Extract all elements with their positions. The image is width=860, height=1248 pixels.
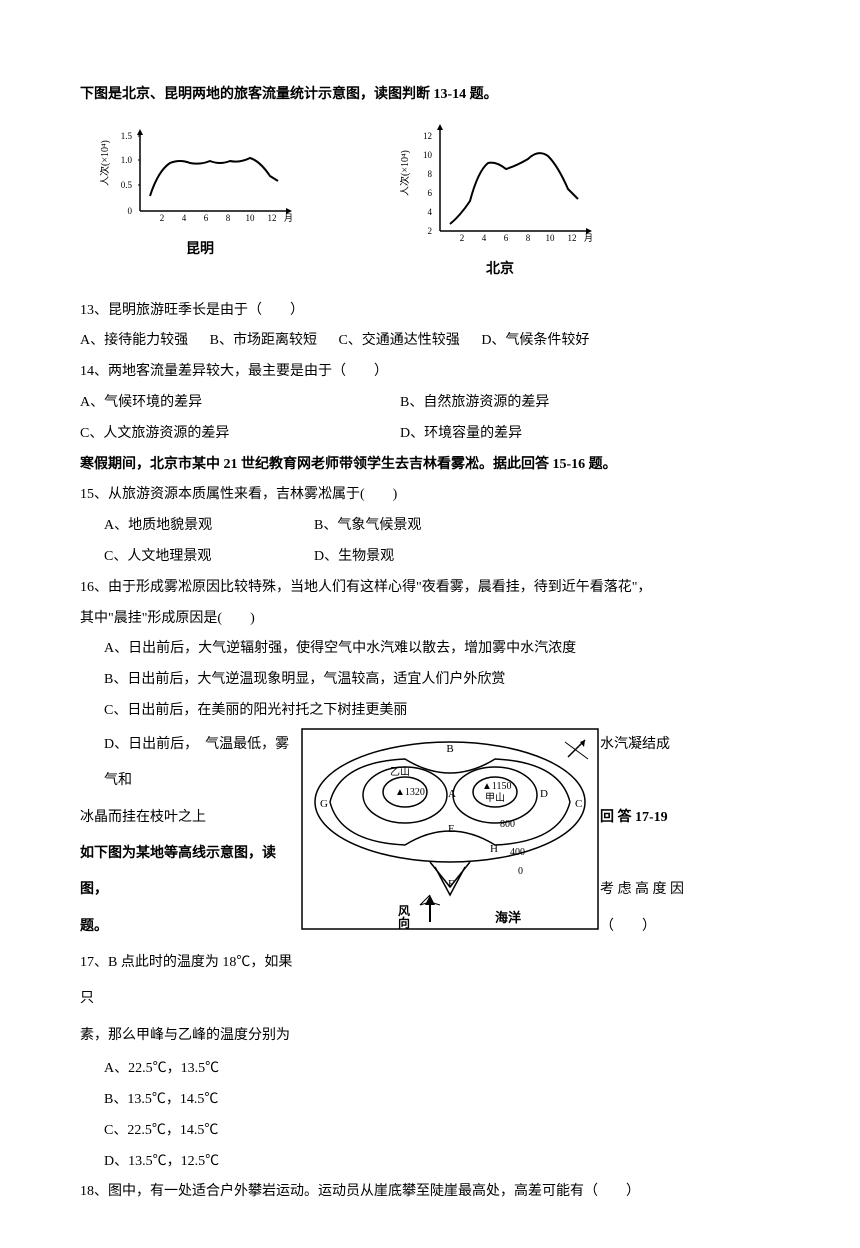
svg-text:向: 向: [398, 915, 410, 930]
q16-stem-l2: 其中"晨挂"形成原因是( ): [80, 604, 780, 635]
svg-text:人次(×10⁴): 人次(×10⁴): [100, 140, 111, 186]
svg-text:4: 4: [182, 213, 187, 223]
q15-stem: 15、从旅游资源本质属性来看，吉林雾凇属于( ): [80, 480, 780, 511]
q16-opt-d-right: 水汽凝结成: [600, 727, 775, 763]
q15-opt-c: C、人文地理景观: [104, 542, 314, 573]
svg-text:0: 0: [128, 206, 133, 216]
intro-17-19-l2: 题。: [80, 909, 300, 945]
q16-opt-b: B、日出前后，大气逆温现象明显，气温较高，适宜人们户外欣赏: [80, 665, 780, 696]
svg-text:月: 月: [284, 213, 293, 223]
svg-text:2: 2: [460, 233, 465, 243]
q14-opt-a: A、气候环境的差异: [80, 388, 400, 419]
q17-opt-d: D、13.5℃，12.5℃: [80, 1147, 780, 1178]
svg-text:A: A: [448, 788, 456, 800]
intro-13-14: 下图是北京、昆明两地的旅客流量统计示意图，读图判断 13-14 题。: [80, 80, 780, 111]
svg-text:400: 400: [510, 847, 525, 858]
svg-text:800: 800: [500, 819, 515, 830]
q17-stem-l: 17、B 点此时的温度为 18℃，如果只: [80, 945, 300, 1018]
chart-beijing: 人次(×10⁴) 2 4 6 8 10 12 2 4 6 8 10 12 月: [400, 121, 600, 251]
q17-opt-b: B、13.5℃，14.5℃: [80, 1085, 780, 1116]
q17-stem-r2: （ ）: [600, 909, 775, 945]
intro-17-19-l1: 如下图为某地等高线示意图，读图，: [80, 836, 300, 909]
wrap-left-col: D、日出前后， 气温最低，雾气和 冰晶而挂在枝叶之上 如下图为某地等高线示意图，…: [80, 727, 300, 1055]
svg-text:12: 12: [423, 131, 432, 141]
svg-text:G: G: [320, 798, 328, 810]
q14-opt-b: B、自然旅游资源的差异: [400, 388, 549, 419]
svg-text:6: 6: [428, 188, 433, 198]
svg-text:▲1320: ▲1320: [395, 787, 425, 798]
svg-text:乙山: 乙山: [390, 766, 410, 778]
svg-text:E: E: [448, 823, 455, 835]
svg-text:2: 2: [160, 213, 165, 223]
chart-kunming: 人次(×10⁴) 0 0.5 1.0 1.5 2 4 6 8 10 12 月: [100, 121, 300, 231]
q17-stem-l2: 素，那么甲峰与乙峰的温度分别为: [80, 1018, 300, 1054]
svg-text:10: 10: [546, 233, 556, 243]
chart-kunming-label: 昆明: [186, 235, 214, 266]
svg-text:6: 6: [504, 233, 509, 243]
q13-opt-b: B、市场距离较短: [210, 333, 317, 348]
svg-text:D: D: [540, 788, 548, 800]
q14-stem: 14、两地客流量差异较大，最主要是由于（ ）: [80, 357, 780, 388]
q15-options-row1: A、地质地貌景观 B、气象气候景观: [80, 511, 780, 542]
charts-container: 人次(×10⁴) 0 0.5 1.0 1.5 2 4 6 8 10 12 月 昆…: [80, 121, 780, 286]
q14-options-row1: A、气候环境的差异 B、自然旅游资源的差异: [80, 388, 780, 419]
q16-stem-l1: 16、由于形成雾凇原因比较特殊，当地人们有这样心得"夜看雾，晨看挂，待到近午看落…: [80, 573, 780, 604]
q17-stem-r: 考 虑 高 度 因: [600, 872, 775, 908]
wrap-section: D、日出前后， 气温最低，雾气和 冰晶而挂在枝叶之上 如下图为某地等高线示意图，…: [80, 727, 780, 1055]
svg-text:4: 4: [428, 207, 433, 217]
svg-text:12: 12: [568, 233, 577, 243]
svg-text:月: 月: [584, 233, 593, 243]
svg-text:1.5: 1.5: [121, 131, 133, 141]
q17-opt-c: C、22.5℃，14.5℃: [80, 1116, 780, 1147]
q15-opt-d: D、生物景观: [314, 542, 394, 573]
svg-text:2: 2: [428, 226, 433, 236]
svg-text:人次(×10⁴): 人次(×10⁴): [400, 150, 411, 196]
q14-opt-c: C、人文旅游资源的差异: [80, 419, 400, 450]
svg-text:10: 10: [246, 213, 256, 223]
q16-d-tail: 冰晶而挂在枝叶之上: [80, 800, 300, 836]
q16-opt-c: C、日出前后，在美丽的阳光衬托之下树挂更美丽: [80, 696, 780, 727]
svg-text:H: H: [490, 843, 498, 855]
svg-text:8: 8: [526, 233, 531, 243]
q13-options: A、接待能力较强 B、市场距离较短 C、交通通达性较强 D、气候条件较好: [80, 326, 780, 357]
svg-text:F: F: [448, 878, 454, 890]
q13-stem: 13、昆明旅游旺季长是由于（ ）: [80, 296, 780, 327]
svg-text:1.0: 1.0: [121, 155, 133, 165]
contour-figure: B 乙山 ▲1320 A ▲1150 甲山 D C G E 800 H 400 …: [300, 727, 600, 932]
q13-opt-a: A、接待能力较强: [80, 333, 188, 348]
svg-text:8: 8: [226, 213, 231, 223]
svg-text:海洋: 海洋: [495, 910, 521, 925]
svg-text:0: 0: [518, 866, 523, 877]
q13-opt-d: D、气候条件较好: [481, 333, 589, 348]
svg-text:8: 8: [428, 169, 433, 179]
chart-beijing-block: 人次(×10⁴) 2 4 6 8 10 12 2 4 6 8 10 12 月 北…: [400, 121, 600, 286]
svg-text:4: 4: [482, 233, 487, 243]
q16-opt-a: A、日出前后，大气逆辐射强，使得空气中水汽难以散去，增加雾中水汽浓度: [80, 634, 780, 665]
q14-opt-d: D、环境容量的差异: [400, 419, 522, 450]
q14-options-row2: C、人文旅游资源的差异 D、环境容量的差异: [80, 419, 780, 450]
q15-opt-b: B、气象气候景观: [314, 511, 421, 542]
q15-options-row2: C、人文地理景观 D、生物景观: [80, 542, 780, 573]
svg-text:B: B: [446, 743, 453, 755]
q18-stem: 18、图中，有一处适合户外攀岩运动。运动员从崖底攀至陡崖最高处，高差可能有（ ）: [80, 1177, 780, 1208]
q16-opt-d-left: D、日出前后， 气温最低，雾气和: [80, 727, 300, 800]
q17-opt-a: A、22.5℃，13.5℃: [80, 1054, 780, 1085]
svg-text:0.5: 0.5: [121, 180, 133, 190]
svg-text:12: 12: [268, 213, 277, 223]
chart-kunming-block: 人次(×10⁴) 0 0.5 1.0 1.5 2 4 6 8 10 12 月 昆…: [100, 121, 300, 286]
q15-opt-a: A、地质地貌景观: [104, 511, 314, 542]
svg-text:甲山: 甲山: [485, 792, 505, 804]
svg-text:C: C: [575, 798, 582, 810]
intro-15-16: 寒假期间，北京市某中 21 世纪教育网老师带领学生去吉林看雾凇。据此回答 15-…: [80, 450, 780, 481]
q13-opt-c: C、交通通达性较强: [338, 333, 459, 348]
svg-text:10: 10: [423, 150, 433, 160]
chart-beijing-label: 北京: [486, 255, 514, 286]
svg-text:6: 6: [204, 213, 209, 223]
intro-17-19-r1: 回 答 17-19: [600, 800, 775, 836]
svg-text:▲1150: ▲1150: [482, 781, 512, 792]
wrap-right-col: 水汽凝结成 回 答 17-19 考 虑 高 度 因 （ ）: [600, 727, 775, 945]
